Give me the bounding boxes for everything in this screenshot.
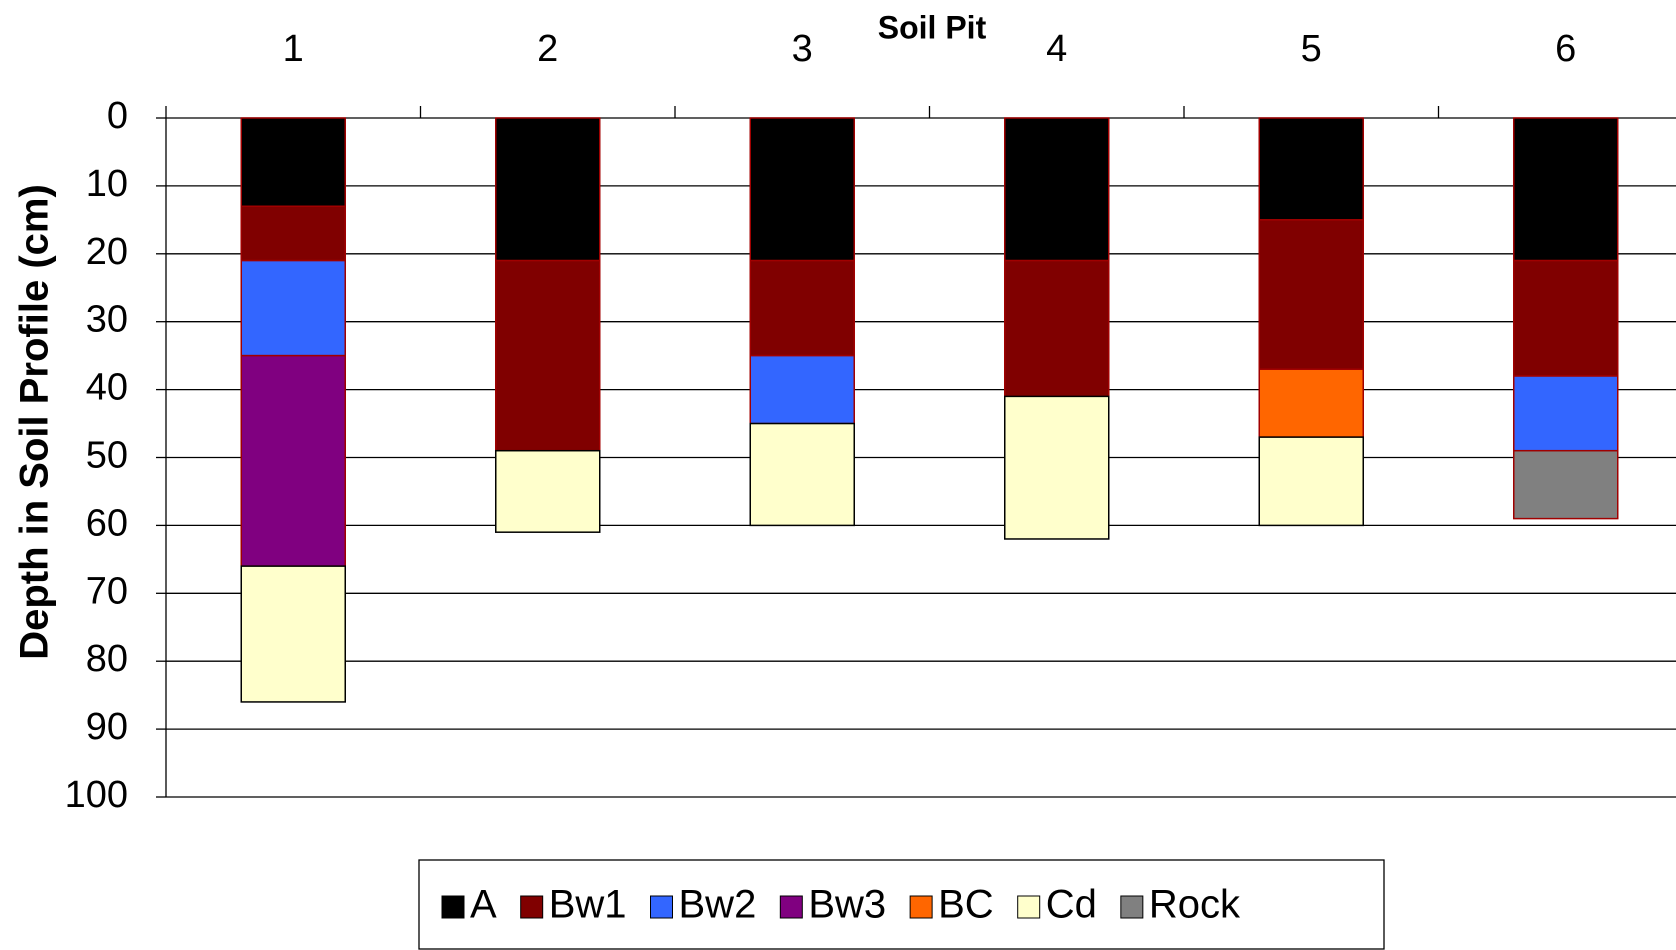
bar-segment: [495, 449, 601, 533]
legend-swatch: [909, 895, 933, 919]
legend-swatch: [520, 895, 544, 919]
bar-segment: [749, 117, 855, 262]
bar-segment: [1258, 117, 1364, 221]
legend-swatch: [650, 895, 673, 919]
x-tick-label: 3: [792, 28, 813, 70]
bar-segment: [1258, 436, 1364, 527]
y-tick-label: 80: [86, 638, 128, 680]
chart-title: Soil Pit: [878, 9, 987, 45]
bar-segment: [1513, 259, 1619, 377]
y-tick-label: 60: [86, 502, 128, 544]
bar-segment: [749, 354, 855, 425]
bar-segment: [1513, 375, 1619, 452]
y-tick-label: 50: [86, 435, 128, 477]
bar-segment: [1004, 395, 1110, 540]
legend-swatch: [1120, 895, 1144, 919]
bar-segment: [240, 205, 346, 262]
legend-label: Rock: [1149, 883, 1241, 927]
bar-segment: [240, 354, 346, 567]
bar-segment: [1004, 117, 1110, 262]
bar-segment: [495, 259, 601, 452]
bar-segment: [1513, 449, 1619, 520]
legend-label: Cd: [1046, 883, 1097, 927]
legend-label: A: [470, 883, 497, 927]
y-tick-label: 10: [86, 163, 128, 205]
bar-segment: [1258, 219, 1364, 370]
bar-segment: [1258, 368, 1364, 438]
y-tick-label: 20: [86, 231, 128, 273]
legend-label: Bw2: [679, 883, 757, 927]
x-tick-label: 1: [283, 28, 304, 70]
bar-segment: [240, 565, 346, 703]
y-tick-label: 70: [86, 570, 128, 612]
y-axis-label: Depth in Soil Profile (cm): [13, 184, 57, 660]
y-tick-label: 40: [86, 367, 128, 409]
bar-segment: [749, 422, 855, 527]
legend-swatch: [441, 895, 465, 919]
bar-segment: [240, 259, 346, 357]
x-tick-label: 5: [1301, 28, 1322, 70]
bar-segment: [495, 117, 601, 262]
legend-swatch: [779, 895, 803, 919]
y-tick-label: 0: [107, 95, 128, 137]
legend-label: BC: [938, 883, 994, 927]
bar-segment: [1004, 259, 1110, 398]
legend-label: Bw1: [549, 883, 627, 927]
x-tick-label: 6: [1555, 28, 1576, 70]
legend-box: [418, 859, 1385, 950]
bar-segment: [749, 259, 855, 357]
y-tick-label: 90: [86, 706, 128, 748]
bar-segment: [240, 117, 346, 208]
legend-label: Bw3: [808, 883, 886, 927]
legend-swatch: [1017, 895, 1041, 919]
x-tick-label: 4: [1046, 28, 1067, 70]
bar-segment: [1513, 117, 1619, 262]
y-tick-label: 30: [86, 299, 128, 341]
x-tick-label: 2: [537, 28, 558, 70]
y-tick-label: 100: [65, 774, 128, 816]
